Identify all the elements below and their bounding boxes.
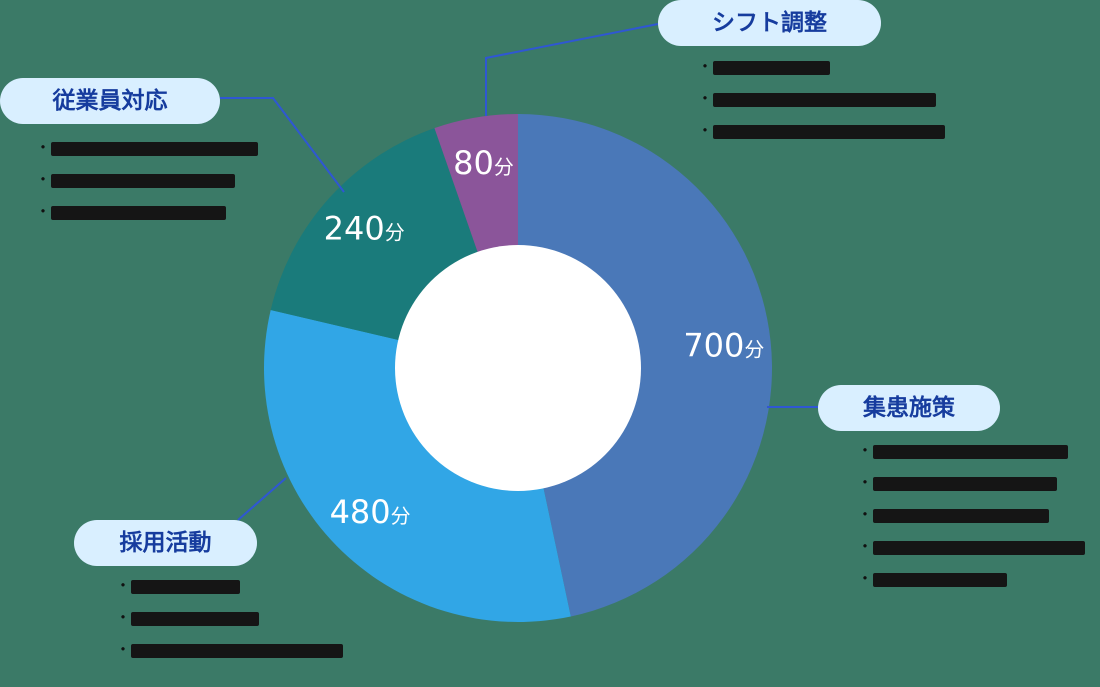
list-item: [115, 575, 343, 597]
slice-label-1: 480分: [330, 493, 411, 531]
redacted-text-bar: [873, 572, 1007, 587]
redacted-text-bar: [131, 579, 240, 594]
slice-value-2: 240: [324, 209, 385, 247]
leader-line-staff: [220, 97, 345, 193]
leader-line-shift: [485, 23, 659, 116]
list-item: [115, 607, 343, 629]
slice-0: [518, 114, 772, 617]
leader-line-hire: [237, 477, 287, 521]
acquire-redacted-list: [857, 440, 1085, 600]
slice-unit-0: 分: [744, 337, 764, 361]
list-item: [857, 440, 1085, 462]
redacted-text-bar: [131, 611, 259, 626]
list-item: [857, 536, 1085, 558]
shift-redacted-list: [697, 56, 945, 152]
staff-redacted-list: [35, 137, 258, 233]
list-item: [35, 201, 258, 223]
slice-unit-3: 分: [494, 155, 514, 179]
redacted-text-bar: [713, 124, 945, 139]
slice-value-3: 80: [453, 144, 494, 182]
redacted-text-bar: [51, 205, 226, 220]
list-item: [697, 120, 945, 142]
redacted-text-bar: [873, 540, 1085, 555]
redacted-text-bar: [713, 60, 830, 75]
slice-value-1: 480: [330, 493, 391, 531]
list-item: [35, 169, 258, 191]
list-item: [857, 504, 1085, 526]
redacted-text-bar: [873, 476, 1057, 491]
list-item: [35, 137, 258, 159]
slice-value-0: 700: [683, 326, 744, 364]
redacted-text-bar: [713, 92, 936, 107]
callout-hire: 採用活動: [74, 520, 257, 566]
redacted-text-bar: [131, 643, 343, 658]
slice-label-0: 700分: [683, 326, 764, 364]
hire-redacted-list: [115, 575, 343, 671]
list-item: [697, 88, 945, 110]
slice-unit-1: 分: [391, 504, 411, 528]
list-item: [857, 472, 1085, 494]
donut-hole: [395, 245, 641, 491]
slice-label-3: 80分: [453, 144, 514, 182]
redacted-text-bar: [51, 173, 235, 188]
callout-shift: シフト調整: [658, 0, 881, 46]
list-item: [115, 639, 343, 661]
slice-label-2: 240分: [324, 209, 405, 247]
redacted-text-bar: [51, 141, 258, 156]
list-item: [697, 56, 945, 78]
slice-unit-2: 分: [385, 220, 405, 244]
list-item: [857, 568, 1085, 590]
callout-acquire: 集患施策: [818, 385, 1000, 431]
redacted-text-bar: [873, 444, 1068, 459]
callout-staff: 従業員対応: [0, 78, 220, 124]
redacted-text-bar: [873, 508, 1049, 523]
